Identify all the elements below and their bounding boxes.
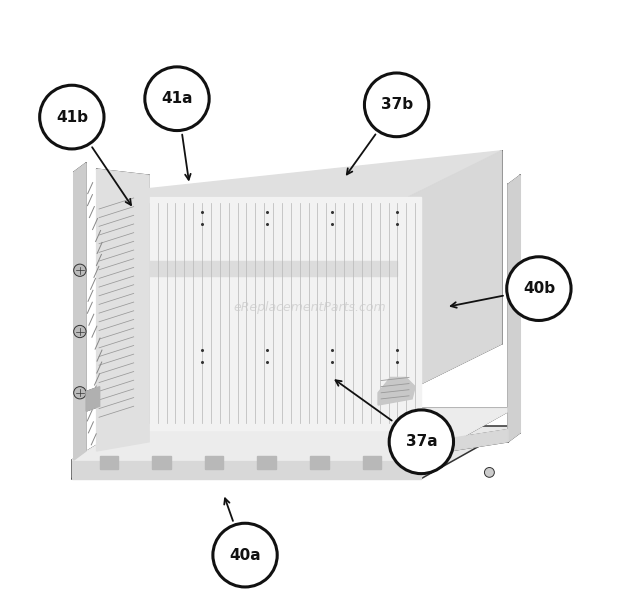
Polygon shape	[508, 175, 520, 442]
Polygon shape	[97, 169, 149, 451]
Polygon shape	[100, 456, 118, 469]
Circle shape	[145, 67, 209, 131]
Circle shape	[389, 410, 453, 473]
Polygon shape	[363, 456, 381, 469]
Circle shape	[74, 387, 86, 399]
Polygon shape	[74, 163, 86, 460]
Text: 37a: 37a	[405, 434, 437, 449]
Polygon shape	[205, 456, 223, 469]
Polygon shape	[134, 196, 422, 430]
Polygon shape	[257, 456, 276, 469]
Polygon shape	[378, 378, 415, 405]
Circle shape	[365, 73, 429, 137]
Polygon shape	[131, 261, 397, 276]
Text: 41b: 41b	[56, 109, 88, 125]
Circle shape	[484, 467, 494, 477]
Polygon shape	[409, 151, 502, 390]
Polygon shape	[118, 196, 409, 390]
Polygon shape	[72, 427, 514, 478]
Circle shape	[74, 264, 86, 276]
Circle shape	[507, 257, 571, 321]
Polygon shape	[118, 151, 502, 196]
Text: 41a: 41a	[161, 91, 193, 106]
Polygon shape	[310, 456, 329, 469]
Text: 40a: 40a	[229, 548, 261, 562]
Circle shape	[74, 325, 86, 338]
Polygon shape	[72, 460, 422, 478]
Polygon shape	[86, 387, 100, 411]
Polygon shape	[422, 430, 508, 455]
Text: 40b: 40b	[523, 281, 555, 296]
Text: eReplacementParts.com: eReplacementParts.com	[234, 300, 386, 314]
Polygon shape	[415, 456, 434, 469]
Polygon shape	[72, 408, 514, 460]
Circle shape	[213, 523, 277, 587]
Text: 37b: 37b	[381, 98, 413, 112]
Polygon shape	[153, 456, 171, 469]
Polygon shape	[98, 196, 136, 430]
Circle shape	[40, 85, 104, 149]
